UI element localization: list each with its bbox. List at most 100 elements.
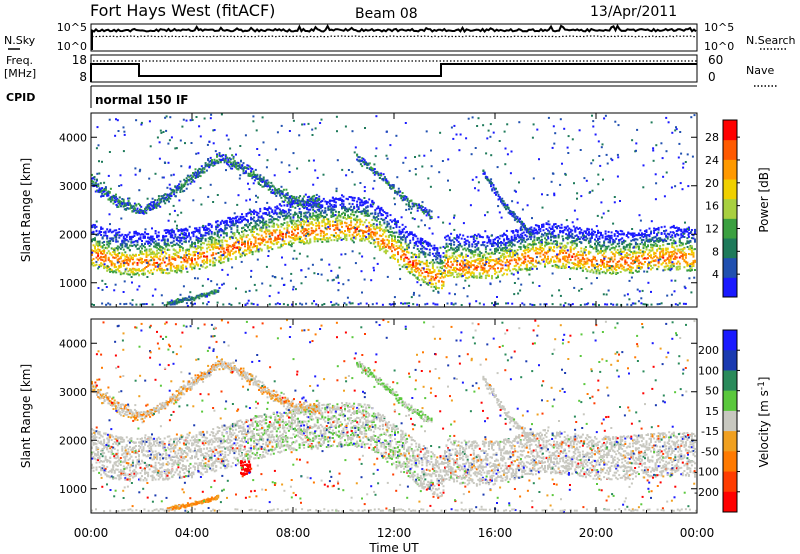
scatter-cell xyxy=(204,239,207,242)
scatter-cell xyxy=(303,227,306,230)
scatter-cell xyxy=(627,243,630,246)
scatter-cell xyxy=(566,225,569,228)
scatter-cell xyxy=(351,236,354,239)
scatter-cell xyxy=(168,248,171,251)
scatter-cell xyxy=(222,247,225,250)
scatter-cell xyxy=(250,218,253,221)
scatter-cell xyxy=(551,228,554,231)
scatter-cell xyxy=(325,218,328,221)
scatter-cell xyxy=(687,264,690,267)
scatter-cell xyxy=(151,250,154,253)
scatter-cell xyxy=(283,227,286,230)
scatter-cell xyxy=(244,242,246,245)
scatter-cell xyxy=(372,225,375,228)
scatter-cell xyxy=(574,255,577,258)
scatter-cell xyxy=(197,254,200,257)
scatter-cell xyxy=(218,224,221,227)
scatter-cell xyxy=(613,258,616,261)
scatter-cell xyxy=(589,238,592,240)
scatter-cell xyxy=(437,262,440,265)
scatter-cell xyxy=(106,236,109,239)
scatter-cell xyxy=(519,227,522,230)
scatter-cell xyxy=(91,249,93,252)
scatter-cell xyxy=(686,237,689,240)
scatter-cell xyxy=(198,245,201,248)
scatter-cell xyxy=(127,207,130,210)
scatter-cell xyxy=(519,258,522,261)
scatter-cell xyxy=(680,236,683,239)
scatter-cell xyxy=(151,240,154,243)
scatter-cell xyxy=(415,263,418,266)
scatter-cell xyxy=(562,262,565,265)
scatter-cell xyxy=(225,227,228,230)
scatter-cell xyxy=(241,236,243,238)
scatter-cell xyxy=(418,253,421,256)
scatter-cell xyxy=(615,230,618,232)
scatter-cell xyxy=(254,241,257,244)
scatter-cell xyxy=(381,219,384,222)
scatter-cell xyxy=(241,216,243,219)
scatter-cell xyxy=(233,217,236,220)
scatter-cell xyxy=(422,280,425,283)
scatter-cell xyxy=(307,242,310,245)
scatter-cell xyxy=(321,200,324,203)
scatter-cell xyxy=(171,269,174,272)
scatter-cell xyxy=(362,210,365,213)
scatter-cell xyxy=(227,259,230,262)
scatter-cell xyxy=(204,231,207,234)
scatter-cell xyxy=(357,197,360,200)
scatter-cell xyxy=(188,233,190,236)
scatter-cell xyxy=(515,261,518,264)
scatter-cell xyxy=(130,204,133,207)
scatter-cell xyxy=(330,208,333,211)
scatter-cell xyxy=(268,207,271,210)
scatter-cell xyxy=(133,268,136,271)
scatter-cell xyxy=(241,227,243,230)
scatter-cell xyxy=(544,237,546,240)
scatter-cell xyxy=(107,230,110,233)
scatter-cell xyxy=(347,210,349,213)
scatter-cell xyxy=(456,250,459,253)
scatter-cell xyxy=(107,198,110,201)
scatter-cell xyxy=(231,217,234,220)
scatter-cell xyxy=(172,256,175,259)
scatter-cell xyxy=(131,253,134,256)
scatter-cell xyxy=(247,234,249,237)
scatter-cell xyxy=(500,244,503,247)
scatter-cell xyxy=(345,225,348,228)
scatter-cell xyxy=(316,224,319,227)
freq-series xyxy=(90,63,697,82)
scatter-cell xyxy=(403,264,406,267)
scatter-cell xyxy=(548,249,551,252)
scatter-cell xyxy=(556,227,559,230)
scatter-cell xyxy=(578,238,581,240)
scatter-cell xyxy=(118,266,121,269)
scatter-cell xyxy=(322,197,325,200)
scatter-cell xyxy=(342,238,345,240)
scatter-cell xyxy=(624,240,627,243)
scatter-cell xyxy=(353,205,356,208)
scatter-cell xyxy=(651,260,654,263)
scatter-cell xyxy=(507,267,510,270)
scatter-cell xyxy=(565,266,568,269)
scatter-cell xyxy=(460,245,463,248)
scatter-cell xyxy=(124,251,127,254)
scatter-cell xyxy=(437,280,440,282)
scatter-cell xyxy=(433,248,436,251)
scatter-cell xyxy=(534,243,537,246)
scatter-cell xyxy=(486,270,489,273)
scatter-cell xyxy=(421,238,424,240)
scatter-cell xyxy=(153,258,156,261)
scatter-cell xyxy=(234,237,237,239)
scatter-cell xyxy=(375,219,378,222)
scatter-cell xyxy=(122,264,125,267)
scatter-cell xyxy=(216,233,219,236)
scatter-cell xyxy=(156,253,159,256)
scatter-cell xyxy=(251,218,254,221)
scatter-cell xyxy=(612,241,615,243)
scatter-cell xyxy=(657,257,660,260)
scatter-cell xyxy=(686,263,689,266)
scatter-cell xyxy=(103,267,106,270)
scatter-cell xyxy=(389,247,392,250)
scatter-cell xyxy=(172,237,175,240)
